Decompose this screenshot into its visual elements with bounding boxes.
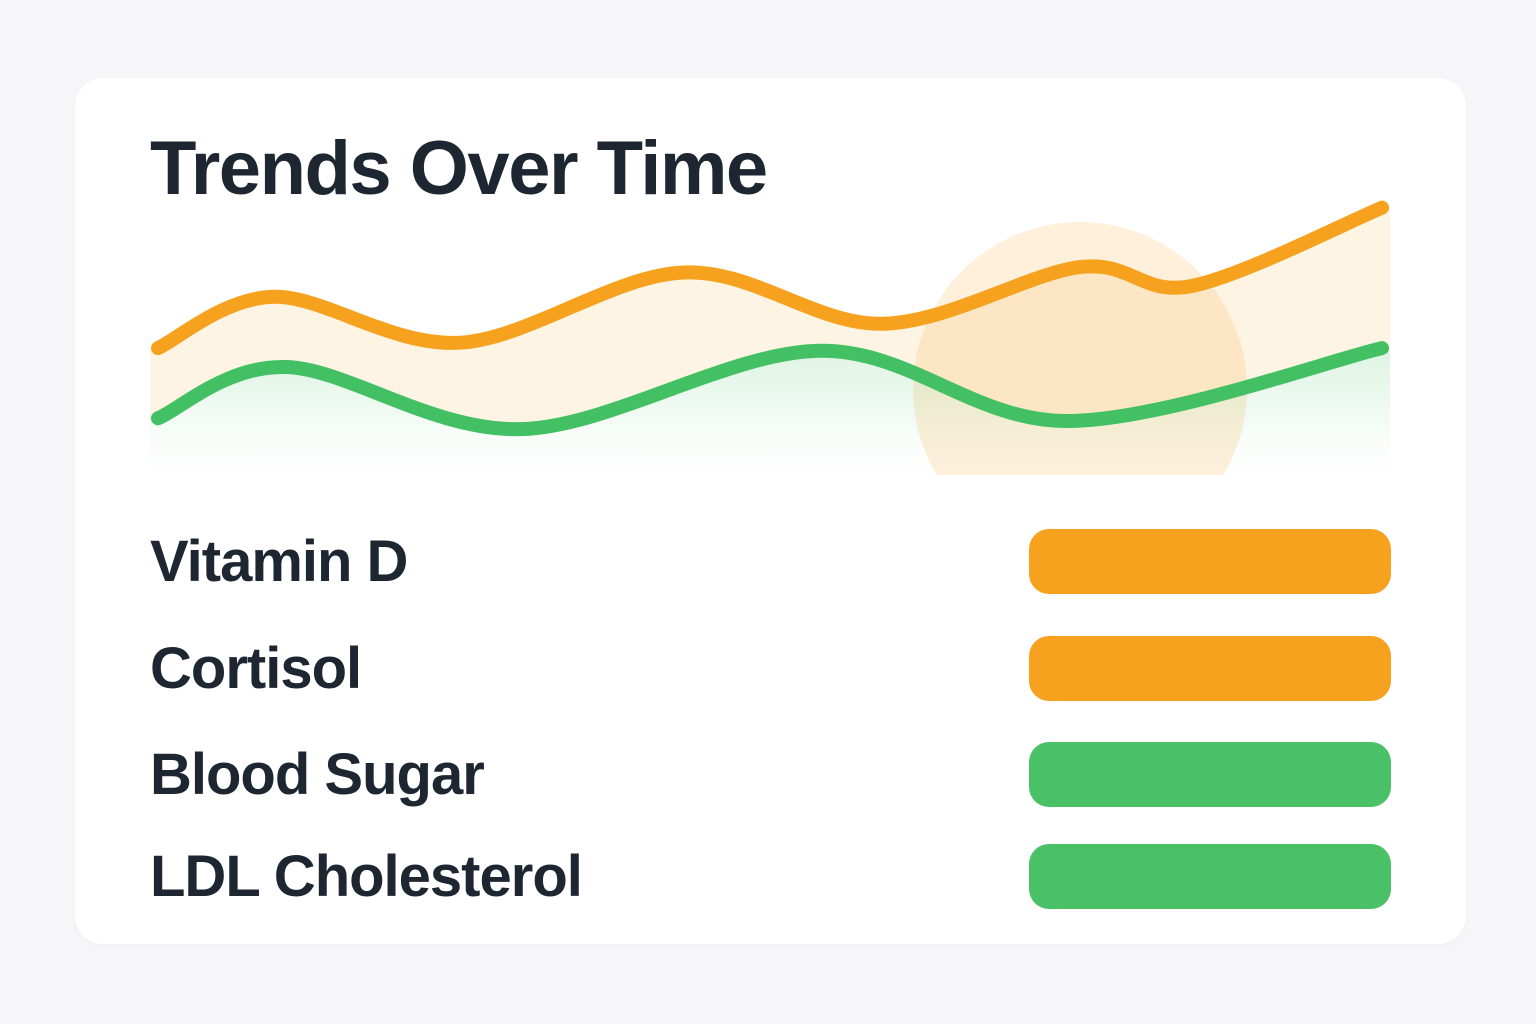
trends-card: Trends Over Time Vitamin D Cortisol Bloo… (75, 78, 1466, 944)
legend-color-bar (1029, 741, 1391, 807)
legend-row-cortisol[interactable]: Cortisol (150, 635, 1391, 701)
legend-color-bar (1029, 528, 1391, 594)
below-lower-line-fill (150, 348, 1390, 475)
legend-label: LDL Cholesterol (150, 843, 583, 909)
legend-row-blood-sugar[interactable]: Blood Sugar (150, 741, 1391, 807)
upper-trend-line (151, 200, 1389, 356)
between-lines-fill (150, 207, 1390, 430)
lower-trend-line (151, 341, 1389, 437)
legend-row-vitamin-d[interactable]: Vitamin D (150, 528, 1391, 594)
trends-chart (150, 193, 1390, 475)
trends-chart-svg (150, 200, 1390, 475)
legend-row-ldl-cholesterol[interactable]: LDL Cholesterol (150, 843, 1391, 909)
legend-color-bar (1029, 635, 1391, 701)
legend-color-bar (1029, 843, 1391, 909)
legend-label: Blood Sugar (150, 741, 485, 807)
legend-label: Cortisol (150, 635, 362, 701)
legend-label: Vitamin D (150, 528, 408, 594)
card-title: Trends Over Time (150, 126, 768, 211)
